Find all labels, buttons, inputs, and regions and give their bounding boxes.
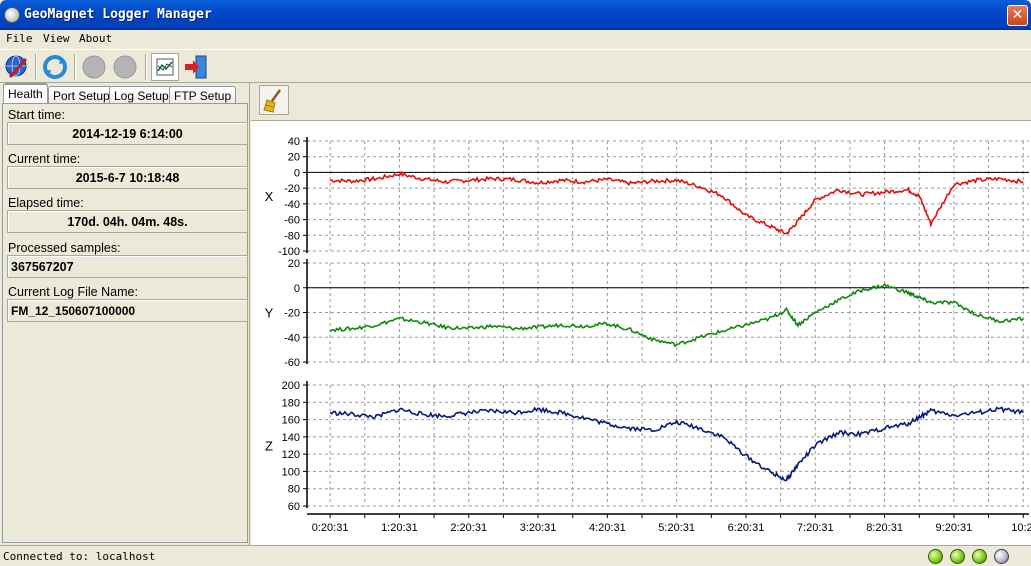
log-file-name-value: FM_12_150607100000 (7, 299, 248, 322)
status-led-2 (950, 549, 965, 564)
x-tick-label: 8:20:31 (866, 522, 903, 534)
app-compass-icon (4, 7, 20, 23)
exit-icon[interactable] (182, 53, 210, 81)
x-tick-label: 0:20:31 (312, 522, 349, 534)
y-tick-label: -20 (284, 308, 300, 320)
y-tick-label: 40 (288, 136, 300, 148)
menu-bar: File View About (0, 30, 1031, 49)
chart-panel: 40 20 0 -20 -40 -60 -80 -100 X 20 0 -20 -40 -60 Y 200 18… (251, 83, 1031, 545)
x-tick-label: 2:20:31 (450, 522, 487, 534)
x-tick-label: 7:20:31 (797, 522, 834, 534)
disabled-record-icon[interactable] (80, 53, 108, 81)
x-tick-label: 3:20:31 (520, 522, 557, 534)
y-axis-label-z: Z (265, 439, 273, 454)
y-tick-label: 60 (288, 501, 300, 513)
toolbar (0, 49, 1031, 83)
tab-port-setup[interactable]: Port Setup (48, 86, 115, 105)
start-time-label: Start time: (8, 108, 65, 122)
connection-status-text: Connected to: localhost (3, 550, 156, 563)
y-tick-label: 140 (282, 432, 300, 444)
tab-health[interactable]: Health (3, 83, 48, 103)
health-tab-panel: Start time: 2014-12-19 6:14:00 Current t… (2, 103, 248, 543)
series-line-z (329, 406, 1024, 482)
tab-log-setup[interactable]: Log Setup (109, 86, 174, 105)
clear-chart-button[interactable] (259, 85, 289, 115)
x-tick-label: 4:20:31 (589, 522, 626, 534)
y-tick-label: -60 (284, 215, 300, 227)
y-tick-label: 0 (294, 283, 300, 295)
x-tick-label: 10:2 (1011, 522, 1031, 534)
y-tick-label: -40 (284, 332, 300, 344)
x-tick-label: 5:20:31 (658, 522, 695, 534)
x-tick-label: 9:20:31 (936, 522, 973, 534)
status-bar: Connected to: localhost (0, 545, 1031, 566)
processed-samples-label: Processed samples: (8, 241, 121, 255)
broom-icon (263, 89, 282, 113)
y-tick-label: 200 (282, 380, 300, 392)
y-axis-label-y: Y (265, 306, 274, 321)
y-tick-label: 20 (288, 258, 300, 270)
y-tick-label: 120 (282, 449, 300, 461)
status-led-1 (928, 549, 943, 564)
y-tick-label: 80 (288, 484, 300, 496)
tab-ftp-setup[interactable]: FTP Setup (169, 86, 237, 105)
menu-about[interactable]: About (79, 32, 113, 45)
log-file-name-label: Current Log File Name: (8, 285, 138, 299)
y-tick-label: -20 (284, 183, 300, 195)
magnetometer-chart: 40 20 0 -20 -40 -60 -80 -100 X 20 0 -20 -40 -60 Y 200 18… (251, 120, 1031, 545)
elapsed-time-label: Elapsed time: (8, 196, 84, 210)
menu-file[interactable]: File (6, 32, 33, 45)
close-button[interactable]: ✕ (1007, 5, 1028, 26)
y-tick-label: -80 (284, 230, 300, 242)
y-axis-label-x: X (265, 189, 274, 204)
chart-view-icon[interactable] (151, 53, 179, 81)
series-line-x (330, 170, 1024, 235)
y-tick-label: 20 (288, 152, 300, 164)
processed-samples-value: 367567207 (7, 255, 248, 278)
title-bar[interactable]: GeoMagnet Logger Manager ✕ (0, 0, 1031, 30)
current-time-label: Current time: (8, 152, 81, 166)
refresh-icon[interactable] (41, 53, 69, 81)
y-tick-label: 0 (294, 167, 300, 179)
start-time-value: 2014-12-19 6:14:00 (7, 122, 248, 145)
y-tick-label: 180 (282, 397, 300, 409)
window-title: GeoMagnet Logger Manager (24, 7, 212, 22)
series-line-y (329, 282, 1024, 348)
status-led-4 (994, 549, 1009, 564)
disabled-stop-icon[interactable] (111, 53, 139, 81)
y-tick-label: -100 (278, 246, 300, 258)
menu-view[interactable]: View (43, 32, 70, 45)
left-panel: Health Port Setup Log Setup FTP Setup St… (0, 83, 250, 545)
connect-icon[interactable] (2, 53, 30, 81)
y-tick-label: -60 (284, 357, 300, 369)
x-tick-label: 1:20:31 (381, 522, 418, 534)
elapsed-time-value: 170d. 04h. 04m. 48s. (7, 210, 248, 233)
status-led-3 (972, 549, 987, 564)
chart-svg: 40200-20-40-60-80-100X200-20-40-60Y20018… (265, 136, 1031, 534)
current-time-value: 2015-6-7 10:18:48 (7, 166, 248, 189)
y-tick-label: 160 (282, 415, 300, 427)
y-tick-label: -40 (284, 199, 300, 211)
y-tick-label: 100 (282, 466, 300, 478)
x-tick-label: 6:20:31 (728, 522, 765, 534)
